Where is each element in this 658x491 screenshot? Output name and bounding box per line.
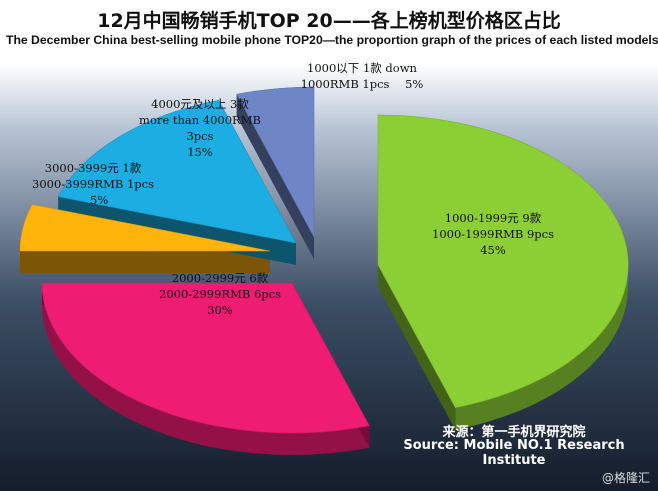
chart-title: 12月中国畅销手机TOP 20——各上榜机型价格区占比 <box>97 10 561 32</box>
slice-label-under-1000: 1000以下 1款 down 1000RMB 1pcs 5% <box>282 60 442 92</box>
slice-label-cn: 1000-1999元 9款 <box>444 211 542 225</box>
pie-tops <box>19 86 629 434</box>
slice-side-1 <box>42 283 370 455</box>
slice-label-en: 3000-3999RMB 1pcs <box>32 177 154 191</box>
slice-label-en2: 3pcs <box>186 129 214 143</box>
slice-label-4000-plus: 4000元及以上 3款 more than 4000RMB 3pcs 15% <box>135 96 265 160</box>
slice-percent: 45% <box>480 243 506 257</box>
slice-percent: 5% <box>90 193 109 207</box>
slice-label-2000-2999: 2000-2999元 6款 2000-2999RMB 6pcs 30% <box>135 270 305 318</box>
slice-label-cn: 1000以下 1款 down <box>307 61 417 75</box>
slice-cut-0-1 <box>378 265 456 430</box>
source-cn: 来源：第一手机界研究院 <box>442 425 586 440</box>
slice-label-1000-1999: 1000-1999元 9款 1000-1999RMB 9pcs 45% <box>418 210 568 258</box>
slice-1 <box>41 282 370 434</box>
slice-label-en: 1000RMB 1pcs <box>300 77 390 91</box>
slice-4 <box>236 86 315 238</box>
slice-0 <box>377 114 629 409</box>
slice-label-en: more than 4000RMB <box>139 113 261 127</box>
source-en: Source: Mobile NO.1 Research Institute <box>403 438 625 468</box>
watermark: @格隆汇 <box>601 471 650 485</box>
slice-3 <box>57 99 297 244</box>
slice-2 <box>19 204 271 252</box>
slice-percent: 15% <box>187 145 213 159</box>
slice-label-en: 2000-2999RMB 6pcs <box>159 287 281 301</box>
slice-label-cn: 4000元及以上 3款 <box>151 97 249 111</box>
slice-percent: 5% <box>405 77 424 91</box>
slice-percent: 30% <box>207 303 233 317</box>
slice-cut-4-0 <box>236 94 314 259</box>
slice-label-3000-3999: 3000-3999元 1款 3000-3999RMB 1pcs 5% <box>28 160 158 208</box>
slice-label-en-row: 1000RMB 1pcs 5% <box>282 76 442 92</box>
slice-label-cn: 2000-2999元 6款 <box>171 271 269 285</box>
chart-subtitle: The December China best-selling mobile p… <box>6 33 658 47</box>
slice-label-cn: 3000-3999元 1款 <box>44 161 142 175</box>
slice-label-en: 1000-1999RMB 9pcs <box>432 227 554 241</box>
